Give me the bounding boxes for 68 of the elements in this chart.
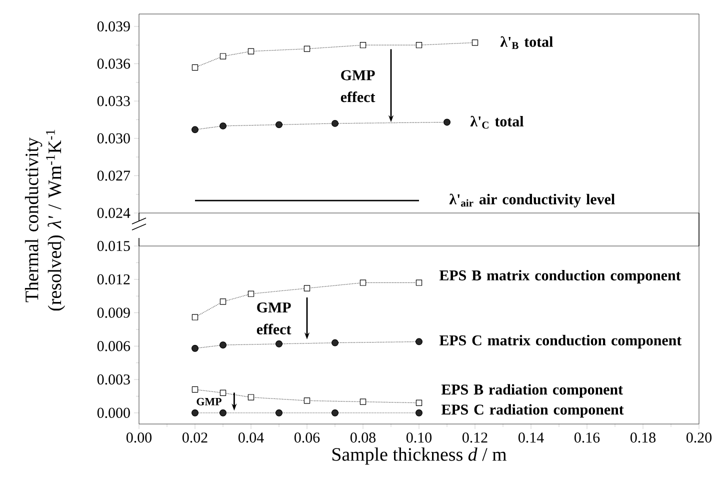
point [248,48,254,54]
series-label: EPS B matrix conduction component [439,270,681,284]
series-label: EPS C radiation component [441,404,624,418]
point [276,121,282,128]
point [360,280,366,286]
y-tick-label: 0.006 [97,341,130,352]
x-tick-label: 0.08 [350,432,376,443]
point [248,290,254,297]
point [416,400,422,406]
point [332,409,338,416]
point [192,409,198,416]
x-tick-label: 0.16 [574,432,600,443]
y-tick-label: 0.015 [97,240,130,252]
point [220,409,226,416]
point [416,42,422,48]
annotation: GMP effect [340,70,376,102]
point [192,314,198,320]
point [472,40,478,46]
point [332,120,338,127]
x-tick-label: 0.10 [406,432,432,443]
annotation: GMP [196,398,222,406]
x-tick-label: 0.06 [294,432,320,443]
x-tick-label: 0.18 [630,432,656,443]
point [304,46,310,52]
x-tick-label: 0.12 [462,432,488,443]
point [220,298,226,305]
point [444,118,450,126]
y-tick-label: 0.003 [97,374,130,385]
point [220,122,226,130]
point [192,64,198,71]
point [416,409,422,416]
y-tick-label: 0.033 [97,96,130,106]
point [304,398,310,404]
point [192,386,198,393]
point [304,285,310,292]
series-label: λ'$_{C}$ total [470,116,524,129]
point [416,338,422,346]
point [220,390,226,396]
point [332,339,338,346]
x-tick-label: 0.00 [126,432,152,443]
x-tick-label: 0.14 [518,432,544,443]
series-label: EPS B radiation component [441,384,623,398]
y-tick-label: 0.039 [97,21,130,32]
point [220,342,226,348]
point [416,280,422,286]
y-tick-label: 0.000 [97,408,130,418]
point [276,340,282,348]
point [220,53,226,60]
point [360,398,366,405]
series-label: EPS C matrix conduction component [439,334,682,348]
point [248,394,254,400]
point [192,126,198,134]
annotation: GMP effect [256,302,292,334]
y-tick-label: 0.009 [97,308,130,318]
point [192,344,198,352]
x-tick-label: 0.04 [238,432,264,443]
x-tick-label: 0.20 [686,432,712,443]
text: λ'$_{air}$ air conductivity level [449,194,615,208]
y-tick-label: 0.012 [97,274,130,284]
series-label: λ'$_{B}$ total [500,36,553,49]
y-tick-label: 0.030 [97,133,130,144]
point [276,409,282,416]
y-tick-label: 0.024 [97,208,130,218]
y-tick-label: 0.027 [97,170,130,181]
x-axis-title: Sample thickness d / m [332,448,507,465]
x-tick-label: 0.02 [182,432,208,443]
point [360,42,366,48]
y-tick-label: 0.036 [97,58,130,69]
